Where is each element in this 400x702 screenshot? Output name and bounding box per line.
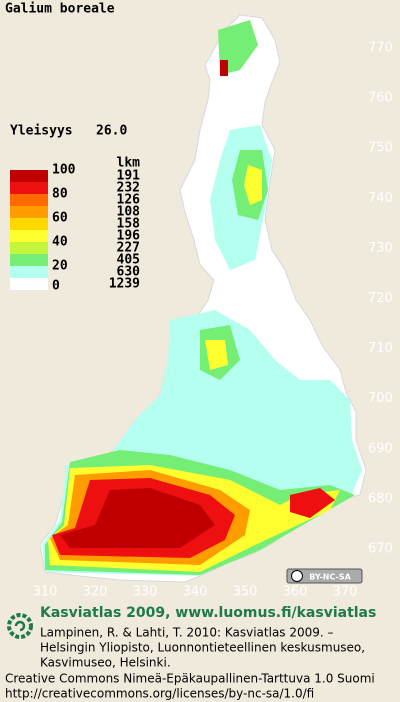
legend-scale-label: 80 (52, 187, 68, 202)
x-grid-label: 320 (83, 585, 108, 600)
yellow-middle (205, 340, 228, 370)
citation-line: Helsingin Yliopisto, Luonnontieteellinen… (40, 641, 365, 655)
logo-ring (7, 613, 33, 639)
y-grid-label: 700 (368, 391, 393, 406)
legend-scale-label: 20 (52, 259, 68, 274)
legend-swatch (10, 254, 48, 266)
legend-swatch (10, 266, 48, 278)
x-grid-label: 360 (283, 585, 308, 600)
frequency-label: Yleisyys (10, 124, 73, 139)
y-grid-label: 750 (368, 141, 393, 156)
legend-scale-label: 60 (52, 211, 68, 226)
y-grid-label: 690 (368, 441, 393, 456)
y-grid-label: 710 (368, 341, 393, 356)
frequency-value: 26.0 (96, 124, 127, 139)
red-top (220, 60, 228, 76)
x-grid-label: 310 (33, 585, 58, 600)
legend-swatch (10, 242, 48, 254)
map (39, 14, 367, 583)
y-grid-label: 760 (368, 91, 393, 106)
logo (7, 613, 33, 639)
x-grid-label: 340 (183, 585, 208, 600)
legend-swatch (10, 206, 48, 218)
legend-count: 405 (117, 253, 140, 268)
y-grid-label: 680 (368, 491, 393, 506)
species-title: Galium boreale (5, 2, 115, 17)
red-east (290, 488, 335, 518)
logo-spiral (14, 620, 26, 632)
legend-swatch (10, 170, 48, 182)
yellow-north (244, 165, 262, 205)
x-grid-label: 370 (333, 585, 358, 600)
y-grid-label: 720 (368, 291, 393, 306)
y-grid-label: 670 (368, 542, 393, 557)
license-line: Creative Commons Nimeä-Epäkaupallinen-Ta… (5, 672, 375, 686)
y-grid-label: 730 (368, 241, 393, 256)
x-grid-label: 330 (133, 585, 158, 600)
license-line: http://creativecommons.org/licenses/by-n… (5, 687, 314, 701)
badge-box (286, 568, 363, 584)
legend-count: 630 (117, 265, 141, 280)
occurrence-cells (42, 20, 362, 576)
legend-count: 126 (117, 193, 141, 208)
legend-count: 227 (117, 241, 140, 256)
count-header: lkm (117, 156, 141, 171)
citation-line: Lampinen, R. & Lahti, T. 2010: Kasviatla… (40, 626, 334, 640)
legend-swatch (10, 278, 48, 290)
legend-count: 232 (117, 181, 140, 196)
legend-count: 158 (117, 217, 141, 232)
license-badge: BY-NC-SA (309, 573, 351, 582)
citation-line: Kasvimuseo, Helsinki. (40, 656, 171, 670)
y-grid-label: 770 (368, 41, 393, 56)
legend-scale-label: 100 (52, 163, 76, 178)
darkred-south (60, 488, 215, 548)
legend-count: 108 (117, 205, 141, 220)
legend-count: 191 (117, 169, 141, 184)
legend-count: 1239 (109, 277, 140, 292)
x-grid-label: 350 (233, 585, 258, 600)
legend-scale-label: 0 (52, 279, 60, 294)
legend-swatch (10, 194, 48, 206)
cc-badge: BY-NC-SA (286, 568, 363, 584)
legend-swatch (10, 218, 48, 230)
legend-scale-label: 40 (52, 235, 68, 250)
footer-heading: Kasviatlas 2009, www.luomus.fi/kasviatla… (40, 605, 376, 621)
y-grid-label: 740 (368, 191, 393, 206)
legend-count: 196 (117, 229, 141, 244)
cc-icon (291, 570, 303, 582)
legend-swatch (10, 182, 48, 194)
legend-swatch (10, 230, 48, 242)
